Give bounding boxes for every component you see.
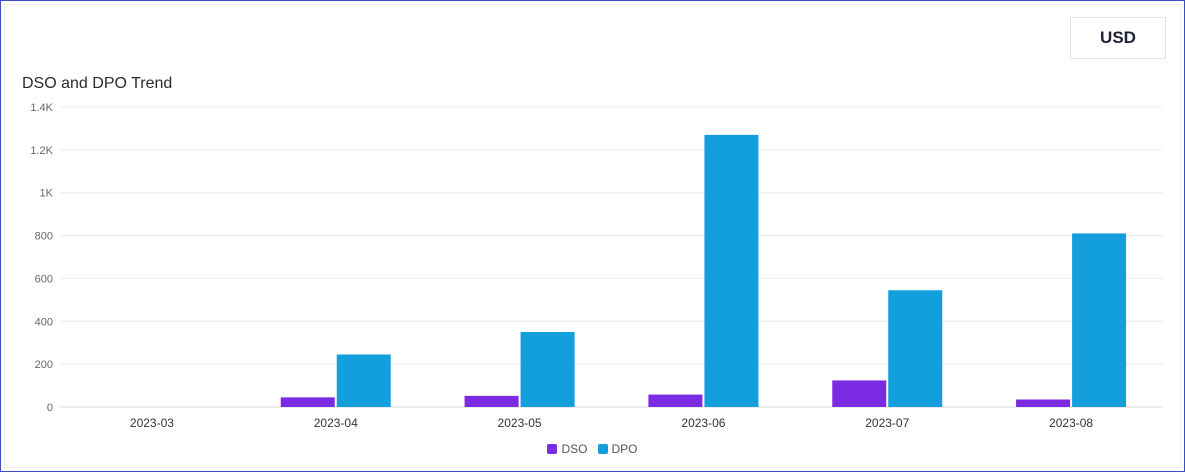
y-tick-label: 200 <box>35 359 53 371</box>
currency-selector-button[interactable]: USD <box>1070 17 1166 59</box>
bar-chart: 0 200 400 600 800 1K 1.2K 1.4K 2023-03 2023-04 202… <box>30 102 1163 430</box>
legend-item-dso[interactable]: DSO <box>547 442 588 456</box>
y-tick-label: 600 <box>35 273 53 285</box>
legend-swatch <box>547 444 558 454</box>
legend-label: DPO <box>611 442 638 456</box>
bar-dpo <box>1072 233 1127 407</box>
currency-label: USD <box>1100 28 1136 47</box>
y-tick-label: 1K <box>40 188 54 200</box>
y-tick-label: 1.2K <box>30 145 53 157</box>
bar-dso <box>1016 399 1071 407</box>
chart-panel-inner <box>4 4 1181 468</box>
legend-swatch <box>597 444 608 454</box>
legend-item-dpo[interactable]: DPO <box>597 442 638 456</box>
bar-dso <box>648 394 703 407</box>
y-tick-label: 0 <box>47 402 53 414</box>
bar-dpo <box>336 354 391 407</box>
bar-dso <box>464 395 519 407</box>
legend-label: DSO <box>561 442 588 456</box>
x-tick-label: 2023-08 <box>1049 416 1093 430</box>
y-tick-label: 800 <box>35 231 53 243</box>
x-tick-label: 2023-05 <box>498 416 542 430</box>
bar-dpo <box>520 332 575 407</box>
bar-dso <box>832 380 887 407</box>
y-tick-label: 400 <box>35 316 53 328</box>
x-tick-label: 2023-06 <box>681 416 725 430</box>
x-tick-label: 2023-04 <box>314 416 358 430</box>
bar-dpo <box>888 290 943 407</box>
x-tick-label: 2023-07 <box>865 416 909 430</box>
chart-legend: DSO DPO <box>0 442 1185 456</box>
x-tick-label: 2023-03 <box>130 416 174 430</box>
bar-dso <box>280 397 335 407</box>
bar-dpo <box>704 134 759 407</box>
chart-title: DSO and DPO Trend <box>22 75 173 92</box>
y-tick-label: 1.4K <box>30 102 53 114</box>
